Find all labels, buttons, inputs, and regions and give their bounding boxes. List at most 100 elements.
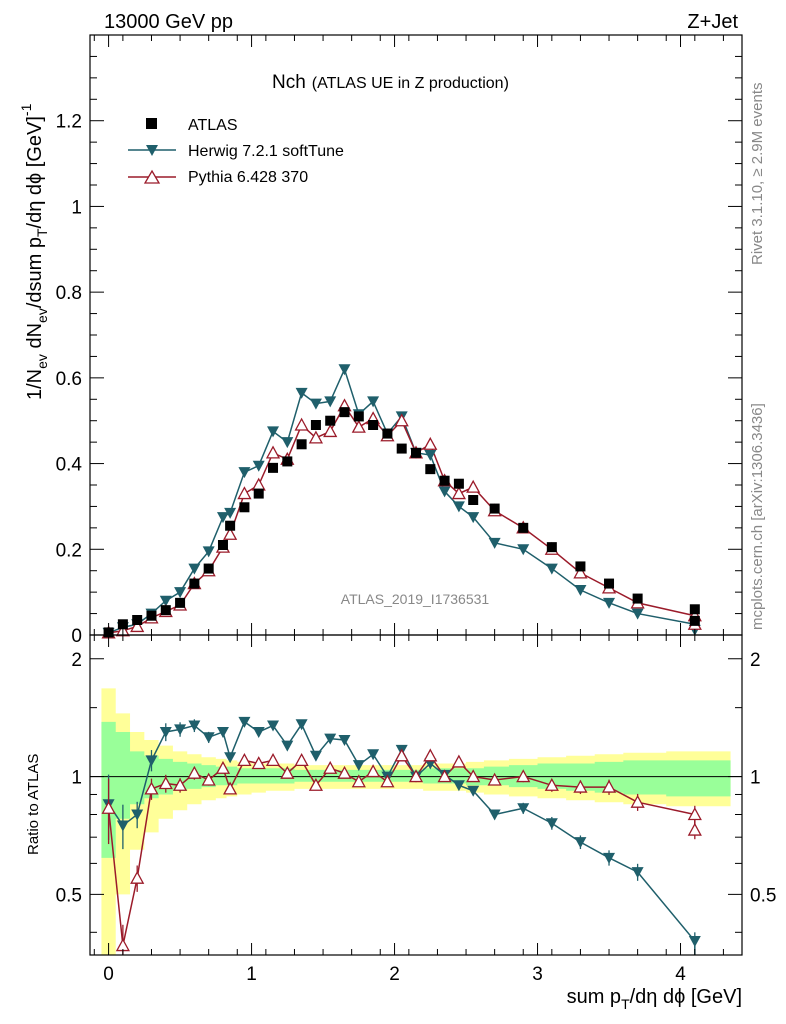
x-axis-label: sum pT/dη dϕ [GeV] bbox=[567, 986, 742, 1012]
ratio-herwig-point bbox=[252, 726, 265, 738]
main-atlas-point bbox=[604, 578, 615, 589]
main-herwig-point bbox=[202, 546, 215, 558]
ratio-herwig-point bbox=[517, 803, 530, 815]
main-atlas-point bbox=[368, 420, 379, 430]
main-atlas-point bbox=[203, 563, 214, 574]
ratio-pythia-point bbox=[380, 774, 395, 788]
ratio-herwig-point bbox=[267, 720, 280, 732]
main-pythia-point bbox=[130, 619, 145, 633]
ratio-pythia-point bbox=[394, 748, 409, 762]
main-herwig-point bbox=[438, 486, 451, 498]
main-atlas-point bbox=[132, 615, 143, 625]
ratio-herwig-point bbox=[631, 867, 644, 879]
main-y-axis-label: 1/Nev dNev/dsum pT/dη dϕ [GeV]-1 bbox=[18, 103, 50, 400]
ratio-pythia-point bbox=[280, 765, 295, 779]
main-herwig-point bbox=[188, 563, 201, 575]
ratio-pythia-point bbox=[101, 800, 116, 814]
ratio-pythia-point bbox=[687, 822, 702, 836]
main-herwig-point bbox=[281, 437, 294, 449]
ratio-pythia-point bbox=[308, 777, 324, 791]
ratio-pythia-point bbox=[630, 794, 645, 808]
ratio-pythia-point bbox=[687, 807, 702, 821]
main-herwig-point bbox=[367, 396, 380, 408]
ratio-pythia-point bbox=[215, 760, 231, 774]
ratio-pythia-point bbox=[351, 774, 366, 788]
main-herwig-point bbox=[603, 597, 616, 609]
ratio-herwig-point bbox=[295, 719, 308, 731]
ratio-herwig-point bbox=[688, 936, 701, 948]
main-atlas-point bbox=[239, 502, 250, 513]
main-herwig-point bbox=[174, 587, 187, 599]
main-atlas-point bbox=[425, 464, 436, 475]
x-tick-label: 2 bbox=[389, 964, 400, 985]
ratio-pythia-point bbox=[251, 756, 266, 770]
ratio-pythia-point bbox=[158, 776, 173, 790]
main-atlas-point bbox=[310, 420, 321, 430]
main-atlas-point bbox=[253, 488, 264, 499]
main-pythia-point bbox=[466, 479, 481, 493]
main-panel: 0 0.2 0.4 0.6 0.8 1 1.2 Nch (ATLAS UE in Z prod… bbox=[18, 34, 743, 647]
main-y-tick-label: 1.2 bbox=[56, 112, 82, 133]
ratio-pythia-point bbox=[573, 779, 588, 793]
ratio-herwig-point bbox=[131, 809, 144, 821]
mcplots-label: mcplots.cern.ch [arXiv:1306.3436] bbox=[749, 403, 766, 630]
ratio-y-tick-label: 0.5 bbox=[56, 885, 82, 906]
ratio-pythia-point bbox=[337, 765, 352, 779]
main-atlas-point bbox=[396, 443, 407, 454]
ratio-herwig-point bbox=[238, 716, 251, 728]
ratio-pythia-point bbox=[294, 753, 309, 767]
ratio-herwig-point bbox=[488, 809, 501, 821]
main-herwig-point bbox=[545, 563, 558, 575]
main-y-tick-label: 0.6 bbox=[56, 369, 82, 390]
legend: ATLAS Herwig 7.2.1 softTune Pythia 6.428… bbox=[128, 117, 344, 186]
main-herwig-point bbox=[452, 501, 465, 513]
main-herwig-point bbox=[338, 364, 351, 376]
ratio-pythia-point bbox=[223, 781, 238, 795]
header-process: Z+Jet bbox=[687, 11, 738, 33]
ratio-herwig-point bbox=[452, 780, 465, 792]
main-herwig-point bbox=[574, 585, 587, 596]
ratio-pythia-point bbox=[408, 769, 424, 783]
analysis-watermark: ATLAS_2019_I1736531 bbox=[341, 591, 490, 607]
main-title: Nch (ATLAS UE in Z production) bbox=[272, 72, 509, 93]
main-herwig-point bbox=[309, 398, 322, 410]
main-atlas-point bbox=[225, 520, 236, 531]
ratio-pythia-point bbox=[423, 748, 438, 762]
main-atlas-point bbox=[282, 456, 293, 467]
ratio-pythia-point bbox=[237, 753, 252, 767]
main-atlas-point bbox=[353, 411, 364, 422]
legend-entry-atlas: ATLAS bbox=[146, 117, 238, 134]
main-y-tick-label: 0.8 bbox=[56, 283, 82, 304]
header-energy: 13000 GeV pp bbox=[104, 11, 233, 33]
main-herwig-point bbox=[517, 544, 530, 556]
ratio-panel: 0 1 2 3 4 0.5 0.5 1 1 2 2 Ratio to ATLAS sum pT/dη… bbox=[25, 634, 776, 1012]
main-herwig-point bbox=[424, 450, 437, 461]
main-herwig-point bbox=[267, 426, 280, 438]
main-atlas-point bbox=[146, 610, 157, 621]
main-atlas-point bbox=[382, 428, 393, 439]
ratio-herwig-point bbox=[603, 852, 616, 864]
ratio-data-layer bbox=[90, 688, 742, 955]
main-atlas-point bbox=[439, 475, 450, 486]
ratio-herwig-point bbox=[224, 752, 237, 764]
main-herwig-point bbox=[295, 387, 308, 399]
main-herwig-point bbox=[224, 507, 237, 519]
ratio-herwig-point bbox=[574, 837, 587, 849]
ratio-herwig-point bbox=[309, 750, 322, 762]
ratio-herwig-point bbox=[467, 785, 480, 797]
ratio-pythia-point bbox=[487, 772, 502, 786]
main-herwig-point bbox=[216, 512, 229, 524]
ratio-pythia-point bbox=[144, 781, 159, 795]
main-atlas-point bbox=[117, 619, 128, 630]
main-herwig-point bbox=[324, 396, 337, 408]
ratio-y-axis-label: Ratio to ATLAS bbox=[25, 754, 42, 855]
main-y-tick-label: 0.4 bbox=[56, 455, 83, 476]
main-atlas-point bbox=[453, 478, 464, 489]
ratio-herwig-point bbox=[324, 733, 337, 745]
main-pythia-point bbox=[351, 419, 366, 433]
main-atlas-point bbox=[411, 447, 421, 458]
main-herwig-point bbox=[488, 537, 501, 549]
ratio-herwig-point bbox=[352, 760, 365, 772]
main-y-tick-label: 0 bbox=[71, 626, 82, 647]
